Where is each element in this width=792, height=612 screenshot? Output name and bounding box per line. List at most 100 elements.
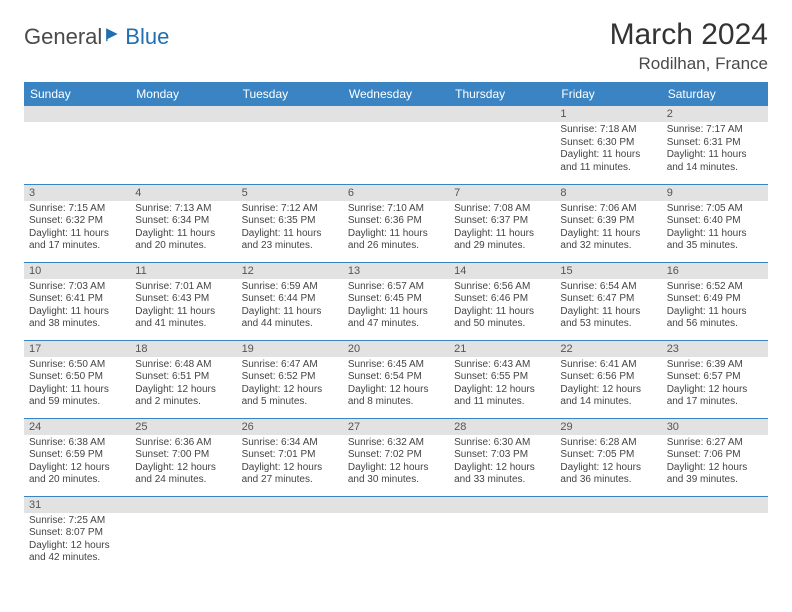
sunrise-text: Sunrise: 6:30 AM	[454, 437, 550, 450]
col-monday: Monday	[130, 82, 236, 106]
daylight-text: Daylight: 12 hours and 36 minutes.	[560, 462, 656, 487]
day-number: 26	[237, 419, 343, 435]
sunset-text: Sunset: 7:05 PM	[560, 449, 656, 462]
daylight-text: Daylight: 12 hours and 2 minutes.	[135, 384, 231, 409]
day-cell	[130, 106, 236, 184]
daylight-text: Daylight: 11 hours and 38 minutes.	[29, 306, 125, 331]
header: General Blue March 2024 Rodilhan, France	[24, 18, 768, 74]
day-details: Sunrise: 7:05 AMSunset: 6:40 PMDaylight:…	[662, 201, 768, 257]
day-number: 27	[343, 419, 449, 435]
day-number	[237, 497, 343, 513]
day-number: 28	[449, 419, 555, 435]
sunrise-text: Sunrise: 6:43 AM	[454, 359, 550, 372]
sunset-text: Sunset: 6:47 PM	[560, 293, 656, 306]
day-details: Sunrise: 6:28 AMSunset: 7:05 PMDaylight:…	[555, 435, 661, 491]
day-details: Sunrise: 6:45 AMSunset: 6:54 PMDaylight:…	[343, 357, 449, 413]
day-cell: 21Sunrise: 6:43 AMSunset: 6:55 PMDayligh…	[449, 340, 555, 418]
day-details: Sunrise: 6:43 AMSunset: 6:55 PMDaylight:…	[449, 357, 555, 413]
day-number	[343, 497, 449, 513]
day-details: Sunrise: 6:52 AMSunset: 6:49 PMDaylight:…	[662, 279, 768, 335]
sunset-text: Sunset: 6:41 PM	[29, 293, 125, 306]
sunset-text: Sunset: 6:51 PM	[135, 371, 231, 384]
day-cell: 27Sunrise: 6:32 AMSunset: 7:02 PMDayligh…	[343, 418, 449, 496]
day-cell: 16Sunrise: 6:52 AMSunset: 6:49 PMDayligh…	[662, 262, 768, 340]
day-number	[662, 497, 768, 513]
logo-text-2: Blue	[125, 24, 169, 50]
sunrise-text: Sunrise: 6:57 AM	[348, 281, 444, 294]
sunrise-text: Sunrise: 7:13 AM	[135, 203, 231, 216]
day-number: 18	[130, 341, 236, 357]
col-thursday: Thursday	[449, 82, 555, 106]
daylight-text: Daylight: 11 hours and 44 minutes.	[242, 306, 338, 331]
day-number: 2	[662, 106, 768, 122]
daylight-text: Daylight: 12 hours and 20 minutes.	[29, 462, 125, 487]
daylight-text: Daylight: 12 hours and 17 minutes.	[667, 384, 763, 409]
day-cell: 17Sunrise: 6:50 AMSunset: 6:50 PMDayligh…	[24, 340, 130, 418]
day-cell: 18Sunrise: 6:48 AMSunset: 6:51 PMDayligh…	[130, 340, 236, 418]
day-number: 31	[24, 497, 130, 513]
sunset-text: Sunset: 6:36 PM	[348, 215, 444, 228]
sunrise-text: Sunrise: 6:38 AM	[29, 437, 125, 450]
col-wednesday: Wednesday	[343, 82, 449, 106]
sunrise-text: Sunrise: 6:48 AM	[135, 359, 231, 372]
daylight-text: Daylight: 12 hours and 5 minutes.	[242, 384, 338, 409]
day-details: Sunrise: 6:54 AMSunset: 6:47 PMDaylight:…	[555, 279, 661, 335]
day-number: 7	[449, 185, 555, 201]
daylight-text: Daylight: 11 hours and 47 minutes.	[348, 306, 444, 331]
day-details: Sunrise: 7:25 AMSunset: 8:07 PMDaylight:…	[24, 513, 130, 569]
day-cell: 25Sunrise: 6:36 AMSunset: 7:00 PMDayligh…	[130, 418, 236, 496]
day-number: 24	[24, 419, 130, 435]
daylight-text: Daylight: 12 hours and 33 minutes.	[454, 462, 550, 487]
sunrise-text: Sunrise: 6:56 AM	[454, 281, 550, 294]
logo-text-1: General	[24, 24, 102, 50]
day-number: 15	[555, 263, 661, 279]
sunset-text: Sunset: 6:59 PM	[29, 449, 125, 462]
day-details: Sunrise: 6:48 AMSunset: 6:51 PMDaylight:…	[130, 357, 236, 413]
sunrise-text: Sunrise: 7:18 AM	[560, 124, 656, 137]
week-row: 17Sunrise: 6:50 AMSunset: 6:50 PMDayligh…	[24, 340, 768, 418]
week-row: 10Sunrise: 7:03 AMSunset: 6:41 PMDayligh…	[24, 262, 768, 340]
day-number	[449, 106, 555, 122]
day-cell: 4Sunrise: 7:13 AMSunset: 6:34 PMDaylight…	[130, 184, 236, 262]
day-details: Sunrise: 7:17 AMSunset: 6:31 PMDaylight:…	[662, 122, 768, 178]
day-details: Sunrise: 7:03 AMSunset: 6:41 PMDaylight:…	[24, 279, 130, 335]
daylight-text: Daylight: 11 hours and 26 minutes.	[348, 228, 444, 253]
sunset-text: Sunset: 6:30 PM	[560, 137, 656, 150]
day-number: 9	[662, 185, 768, 201]
sunrise-text: Sunrise: 6:59 AM	[242, 281, 338, 294]
day-cell	[24, 106, 130, 184]
daylight-text: Daylight: 11 hours and 23 minutes.	[242, 228, 338, 253]
day-number: 10	[24, 263, 130, 279]
day-cell: 13Sunrise: 6:57 AMSunset: 6:45 PMDayligh…	[343, 262, 449, 340]
location: Rodilhan, France	[610, 54, 768, 74]
sunrise-text: Sunrise: 6:28 AM	[560, 437, 656, 450]
day-cell: 1Sunrise: 7:18 AMSunset: 6:30 PMDaylight…	[555, 106, 661, 184]
day-cell: 7Sunrise: 7:08 AMSunset: 6:37 PMDaylight…	[449, 184, 555, 262]
col-tuesday: Tuesday	[237, 82, 343, 106]
day-number: 21	[449, 341, 555, 357]
day-number: 12	[237, 263, 343, 279]
day-details: Sunrise: 7:08 AMSunset: 6:37 PMDaylight:…	[449, 201, 555, 257]
month-title: March 2024	[610, 18, 768, 52]
sunset-text: Sunset: 6:50 PM	[29, 371, 125, 384]
day-cell: 26Sunrise: 6:34 AMSunset: 7:01 PMDayligh…	[237, 418, 343, 496]
sunrise-text: Sunrise: 6:36 AM	[135, 437, 231, 450]
sunrise-text: Sunrise: 6:41 AM	[560, 359, 656, 372]
daylight-text: Daylight: 11 hours and 32 minutes.	[560, 228, 656, 253]
day-details: Sunrise: 6:50 AMSunset: 6:50 PMDaylight:…	[24, 357, 130, 413]
sunset-text: Sunset: 7:01 PM	[242, 449, 338, 462]
day-details: Sunrise: 6:27 AMSunset: 7:06 PMDaylight:…	[662, 435, 768, 491]
day-cell: 22Sunrise: 6:41 AMSunset: 6:56 PMDayligh…	[555, 340, 661, 418]
sunset-text: Sunset: 6:35 PM	[242, 215, 338, 228]
day-cell: 14Sunrise: 6:56 AMSunset: 6:46 PMDayligh…	[449, 262, 555, 340]
page: General Blue March 2024 Rodilhan, France…	[0, 0, 792, 592]
sunrise-text: Sunrise: 6:39 AM	[667, 359, 763, 372]
daylight-text: Daylight: 11 hours and 53 minutes.	[560, 306, 656, 331]
day-cell: 28Sunrise: 6:30 AMSunset: 7:03 PMDayligh…	[449, 418, 555, 496]
day-details: Sunrise: 6:47 AMSunset: 6:52 PMDaylight:…	[237, 357, 343, 413]
day-cell	[130, 496, 236, 574]
col-sunday: Sunday	[24, 82, 130, 106]
col-saturday: Saturday	[662, 82, 768, 106]
week-row: 31Sunrise: 7:25 AMSunset: 8:07 PMDayligh…	[24, 496, 768, 574]
day-number: 1	[555, 106, 661, 122]
